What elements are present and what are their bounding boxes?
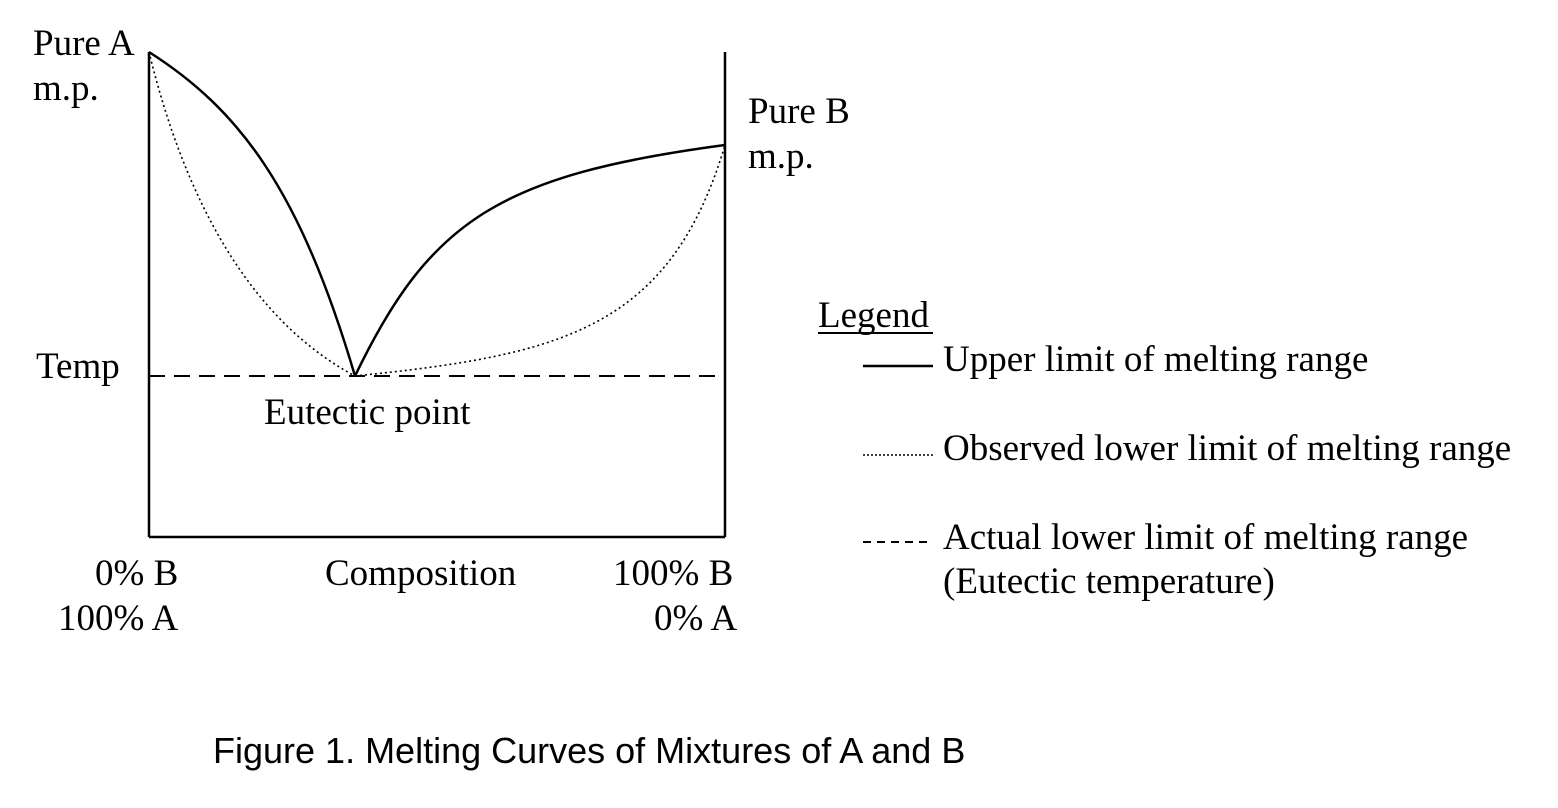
x-left-label-a: 100% A [58, 598, 179, 639]
x-center-label: Composition [325, 553, 516, 594]
x-right-label-a: 0% A [654, 598, 738, 639]
pure-b-label: Pure B [748, 91, 850, 132]
legend-item-actual-lower-limit: Actual lower limit of melting range [943, 517, 1468, 558]
eutectic-point-label: Eutectic point [264, 392, 471, 433]
observed-lower-limit-curve-right [354, 144, 726, 377]
legend: Legend Upper limit of melting range Obse… [818, 295, 1511, 602]
observed-lower-limit-curve-left [148, 51, 356, 377]
pure-a-mp-label: m.p. [33, 68, 99, 109]
pure-b-mp-label: m.p. [748, 136, 814, 177]
legend-title: Legend [818, 295, 929, 336]
temp-label: Temp [36, 346, 120, 387]
x-right-label-b: 100% B [613, 553, 733, 594]
figure-caption: Figure 1. Melting Curves of Mixtures of … [213, 730, 965, 771]
upper-limit-curve-left [148, 50, 357, 377]
x-left-label-b: 0% B [95, 553, 178, 594]
legend-item-eutectic-temperature: (Eutectic temperature) [943, 561, 1275, 602]
legend-item-upper-limit: Upper limit of melting range [943, 339, 1368, 380]
pure-a-label: Pure A [33, 23, 135, 64]
diagram-frame [147, 52, 727, 539]
upper-limit-curve-right [353, 143, 726, 377]
legend-item-observed-lower-limit: Observed lower limit of melting range [943, 428, 1511, 469]
